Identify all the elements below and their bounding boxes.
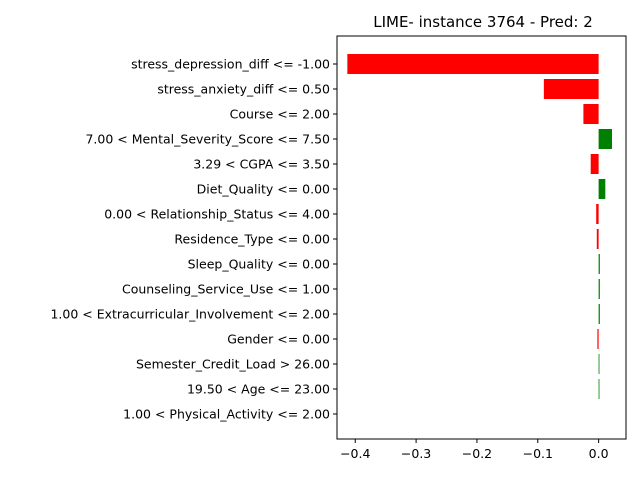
bar [598,304,600,324]
x-tick-label: 0.0 [589,446,609,461]
bar [598,254,600,274]
y-tick-label: 0.00 < Relationship_Status <= 4.00 [104,207,330,222]
y-tick-label: 1.00 < Extracurricular_Involvement <= 2.… [50,307,330,322]
x-tick-label: −0.2 [462,446,492,461]
y-tick-label: Sleep_Quality <= 0.00 [188,257,330,272]
y-tick-label: Counseling_Service_Use <= 1.00 [122,282,330,297]
bar [347,54,599,74]
x-tick-label: −0.1 [523,446,553,461]
y-tick-label: 1.00 < Physical_Activity <= 2.00 [123,407,330,422]
bar [597,329,599,349]
y-tick-label: Residence_Type <= 0.00 [174,232,330,247]
y-tick-label: 19.50 < Age <= 23.00 [187,382,330,397]
bar [583,104,599,124]
chart-title: LIME- instance 3764 - Pred: 2 [373,13,593,31]
y-tick-label: stress_anxiety_diff <= 0.50 [157,82,330,97]
y-tick-label: stress_depression_diff <= -1.00 [131,57,330,72]
x-tick-label: −0.3 [401,446,431,461]
y-tick-label: 7.00 < Mental_Severity_Score <= 7.50 [85,132,330,147]
bar [598,179,606,199]
bar [598,279,600,299]
bar [598,129,613,149]
bar [596,204,599,224]
x-axis: −0.4 −0.3 −0.2 −0.1 0.0 [340,439,609,461]
x-tick-label: −0.4 [340,446,370,461]
y-tick-label: 3.29 < CGPA <= 3.50 [193,157,330,172]
y-tick-label: Semester_Credit_Load > 26.00 [136,357,330,372]
bars-group [347,54,613,399]
bar [598,354,600,374]
y-tick-label: Diet_Quality <= 0.00 [197,182,330,197]
y-tick-label: Gender <= 0.00 [227,332,330,347]
bar [543,79,599,99]
plot-frame [336,35,627,440]
bar [590,154,599,174]
y-tick-label: Course <= 2.00 [230,107,330,122]
y-tick-labels: stress_depression_diff <= -1.00 stress_an… [50,57,337,422]
bar [596,229,599,249]
bar [598,379,600,399]
